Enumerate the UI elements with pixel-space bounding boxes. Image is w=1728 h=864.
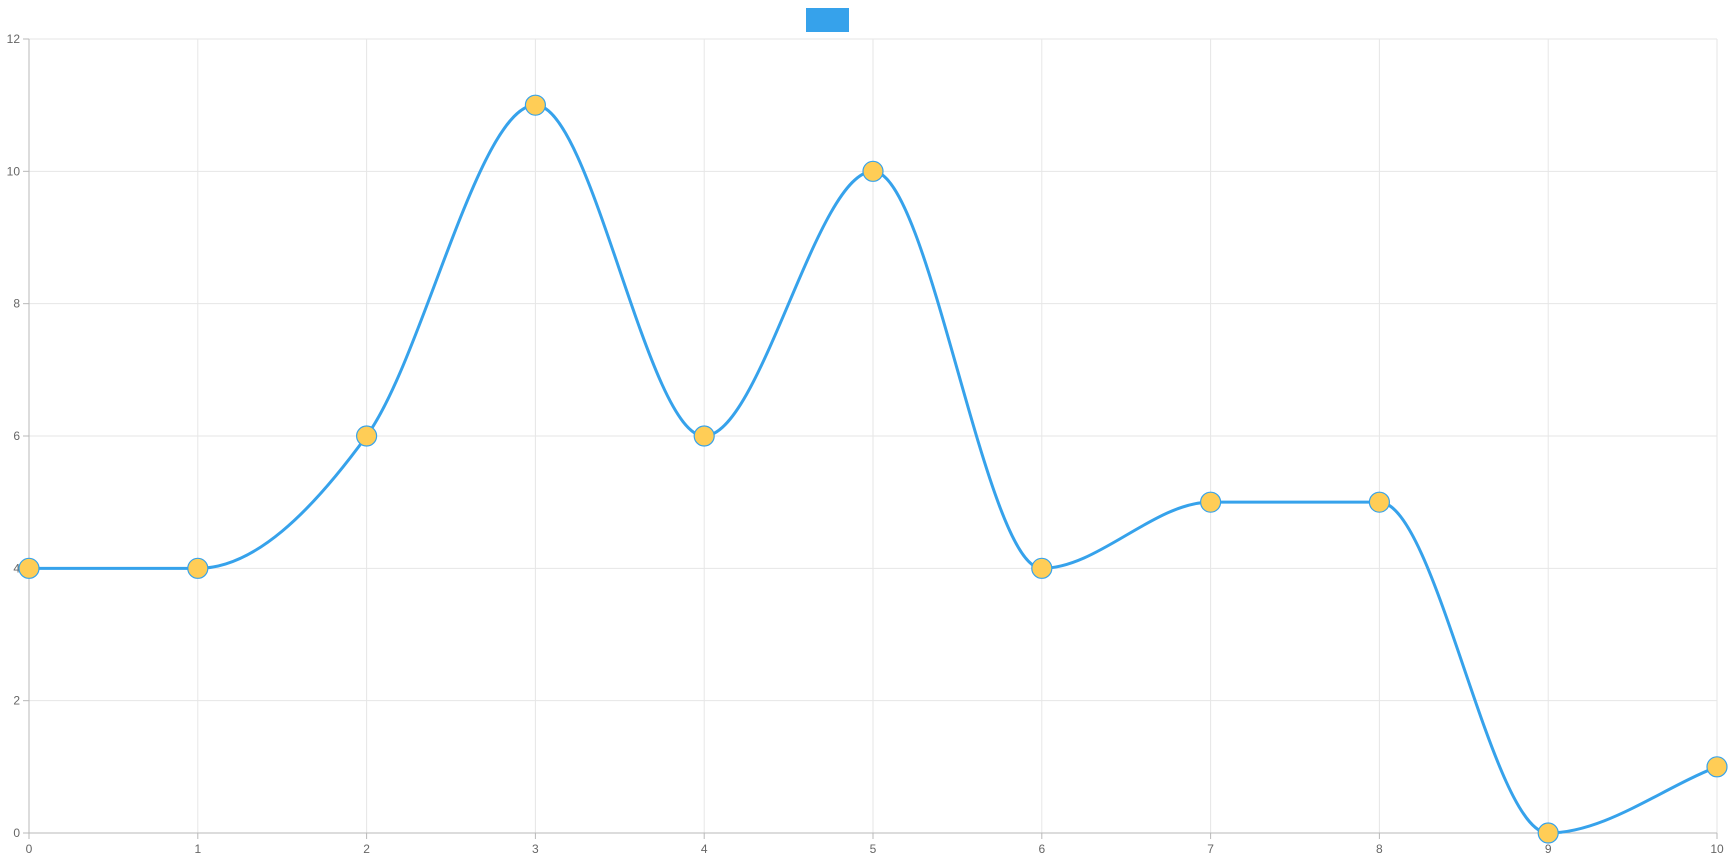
x-tick-label: 4: [701, 842, 708, 856]
data-point: [1537, 822, 1559, 844]
y-tick-label: 2: [13, 694, 20, 708]
y-tick-label: 4: [13, 561, 20, 575]
x-tick-label: 6: [1038, 842, 1045, 856]
x-tick-label: 2: [363, 842, 370, 856]
x-tick-label: 8: [1376, 842, 1383, 856]
x-tick-label: 9: [1545, 842, 1552, 856]
data-point: [1706, 756, 1728, 778]
x-tick-label: 1: [194, 842, 201, 856]
y-tick-label: 0: [13, 826, 20, 840]
data-point: [187, 557, 209, 579]
y-tick-label: 6: [13, 429, 20, 443]
data-point: [1031, 557, 1053, 579]
x-tick-label: 7: [1207, 842, 1214, 856]
data-point: [862, 160, 884, 182]
data-point: [18, 557, 40, 579]
legend-swatch: [806, 8, 849, 32]
x-tick-label: 0: [26, 842, 33, 856]
data-point: [524, 94, 547, 116]
data-point: [693, 425, 715, 447]
x-tick-label: 5: [870, 842, 877, 856]
y-tick-label: 10: [7, 164, 21, 178]
data-point: [1199, 491, 1222, 513]
data-point: [356, 425, 378, 447]
x-tick-label: 10: [1710, 842, 1724, 856]
y-tick-label: 8: [13, 297, 20, 311]
y-tick-label: 12: [7, 32, 21, 46]
x-tick-label: 3: [532, 842, 539, 856]
data-point: [1368, 491, 1391, 513]
